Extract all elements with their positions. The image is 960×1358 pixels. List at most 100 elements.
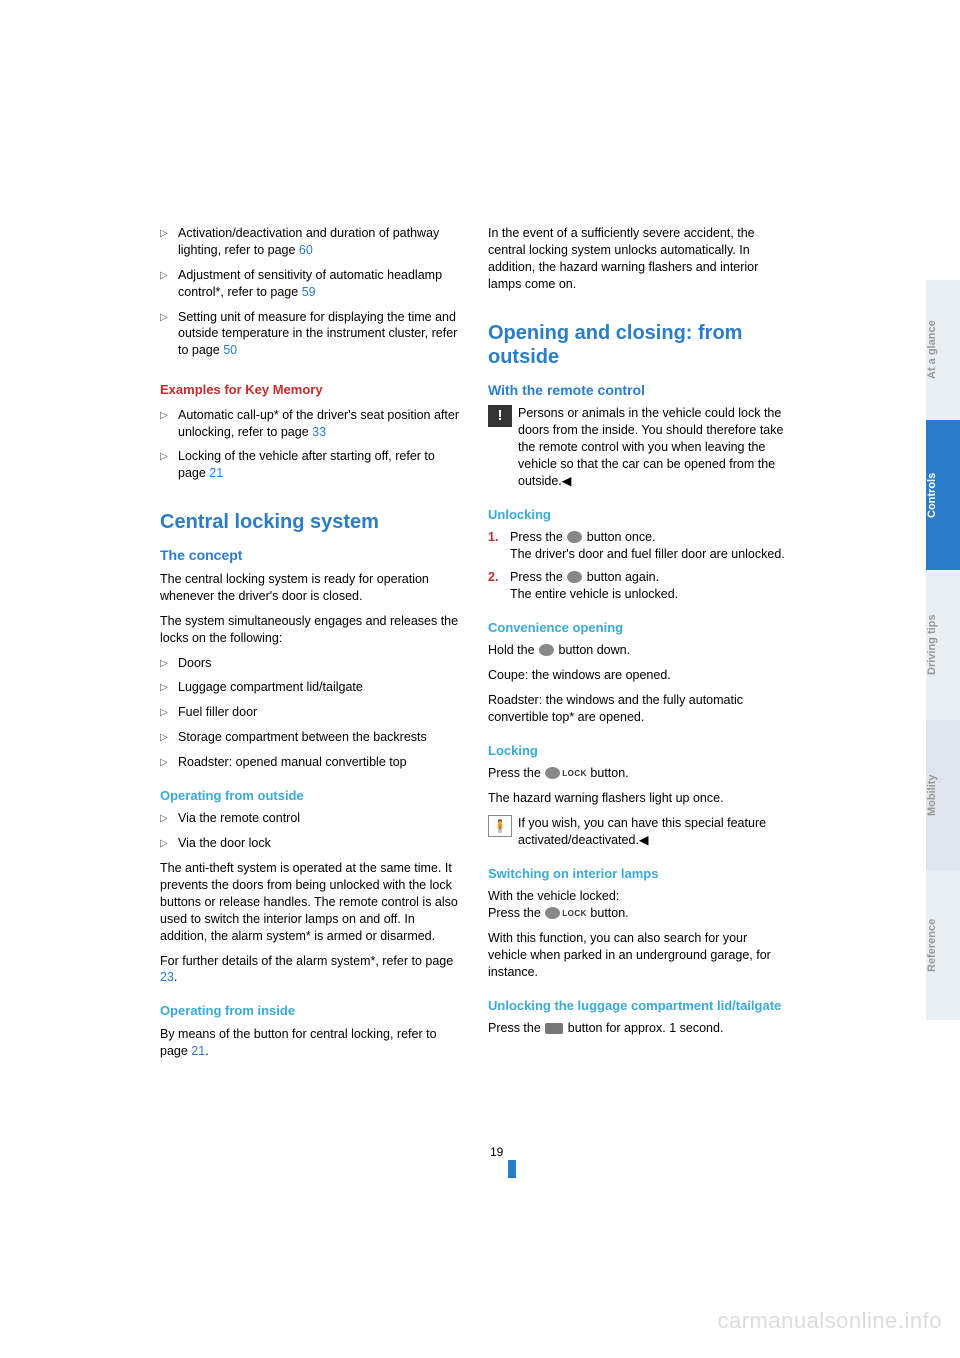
- bullet-text: Activation/deactivation and duration of …: [178, 225, 460, 259]
- paragraph: The system simultaneously engages and re…: [160, 613, 460, 647]
- page-number: 19: [490, 1145, 503, 1159]
- heading-central-locking: Central locking system: [160, 510, 460, 534]
- text: button.: [587, 766, 629, 780]
- person-icon: 🧍: [488, 815, 512, 837]
- right-column: In the event of a sufficiently severe ac…: [488, 225, 788, 1068]
- text: Roadster: opened manual convertible top: [178, 754, 460, 771]
- paragraph: With the vehicle locked:: [488, 888, 788, 905]
- paragraph: Roadster: the windows and the fully auto…: [488, 692, 788, 726]
- page-ref[interactable]: 60: [299, 243, 313, 257]
- step-number: 1.: [488, 529, 510, 563]
- paragraph: Press the LOCK button.: [488, 905, 788, 922]
- list-item: ▷Doors: [160, 655, 460, 672]
- section-tabs: At a glance Controls Driving tips Mobili…: [926, 280, 960, 1020]
- warning-text: Persons or animals in the vehicle could …: [518, 405, 788, 489]
- list-item: ▷Storage compartment between the backres…: [160, 729, 460, 746]
- bullet-text: Adjustment of sensitivity of automatic h…: [178, 267, 460, 301]
- text: Hold the: [488, 643, 538, 657]
- tab-reference[interactable]: Reference: [926, 870, 960, 1020]
- page-ref[interactable]: 59: [302, 285, 316, 299]
- bullet-icon: ▷: [160, 407, 178, 441]
- text: Press the: [488, 1021, 544, 1035]
- paragraph: Coupe: the windows are opened.: [488, 667, 788, 684]
- text: button again.: [583, 570, 659, 584]
- trunk-button-icon: [545, 1023, 563, 1034]
- heading-luggage-lid: Unlocking the luggage compartment lid/ta…: [488, 997, 788, 1015]
- page-ref[interactable]: 21: [209, 466, 223, 480]
- lock-label: LOCK: [562, 769, 587, 778]
- text: button.: [587, 906, 629, 920]
- heading-interior-lamps: Switching on interior lamps: [488, 865, 788, 883]
- text: The driver's door and fuel filler door a…: [510, 547, 785, 561]
- tab-driving-tips[interactable]: Driving tips: [926, 570, 960, 720]
- page-ref[interactable]: 33: [312, 425, 326, 439]
- text: The entire vehicle is unlocked.: [510, 587, 678, 601]
- text: Press the: [488, 766, 544, 780]
- heading-operating-inside: Operating from inside: [160, 1002, 460, 1020]
- left-column: ▷ Activation/deactivation and duration o…: [160, 225, 460, 1068]
- bullet-icon: ▷: [160, 704, 178, 721]
- text: Via the door lock: [178, 835, 460, 852]
- heading-unlocking: Unlocking: [488, 506, 788, 524]
- text: Fuel filler door: [178, 704, 460, 721]
- bullet-text: Setting unit of measure for displaying t…: [178, 309, 460, 360]
- tab-controls[interactable]: Controls: [926, 420, 960, 570]
- bullet-text: Locking of the vehicle after starting of…: [178, 448, 460, 482]
- paragraph: Hold the button down.: [488, 642, 788, 659]
- bullet-icon: ▷: [160, 729, 178, 746]
- heading-operating-outside: Operating from outside: [160, 787, 460, 805]
- list-item: ▷ Automatic call-up* of the driver's sea…: [160, 407, 460, 441]
- list-item: ▷Luggage compartment lid/tailgate: [160, 679, 460, 696]
- heading-examples-key-memory: Examples for Key Memory: [160, 381, 460, 399]
- bullet-icon: ▷: [160, 309, 178, 360]
- list-item: ▷Fuel filler door: [160, 704, 460, 721]
- paragraph: Press the button for approx. 1 second.: [488, 1020, 788, 1037]
- list-item: ▷Roadster: opened manual convertible top: [160, 754, 460, 771]
- text: .: [174, 970, 177, 984]
- page-ref[interactable]: 23: [160, 970, 174, 984]
- text: button for approx. 1 second.: [564, 1021, 723, 1035]
- page-ref[interactable]: 21: [191, 1044, 205, 1058]
- bullet-icon: ▷: [160, 810, 178, 827]
- text: For further details of the alarm system*…: [160, 954, 453, 968]
- step-text: Press the button again. The entire vehic…: [510, 569, 788, 603]
- tab-mobility[interactable]: Mobility: [926, 720, 960, 870]
- text: Doors: [178, 655, 460, 672]
- heading-the-concept: The concept: [160, 546, 460, 565]
- unlock-button-icon: [567, 571, 582, 583]
- bullet-icon: ▷: [160, 754, 178, 771]
- feature-note: 🧍 If you wish, you can have this special…: [488, 815, 788, 849]
- unlock-button-icon: [567, 531, 582, 543]
- text: Press the: [488, 906, 544, 920]
- tab-at-a-glance[interactable]: At a glance: [926, 280, 960, 420]
- list-item: ▷ Setting unit of measure for displaying…: [160, 309, 460, 360]
- heading-opening-closing: Opening and closing: from outside: [488, 321, 788, 369]
- list-item: ▷ Activation/deactivation and duration o…: [160, 225, 460, 259]
- warning-icon: !: [488, 405, 512, 427]
- list-item: ▷Via the remote control: [160, 810, 460, 827]
- bullet-icon: ▷: [160, 267, 178, 301]
- watermark: carmanualsonline.info: [717, 1308, 942, 1334]
- warning-note: ! Persons or animals in the vehicle coul…: [488, 405, 788, 489]
- text: button down.: [555, 643, 630, 657]
- text: .: [205, 1044, 208, 1058]
- page-ref[interactable]: 50: [223, 343, 237, 357]
- text: Via the remote control: [178, 810, 460, 827]
- lock-button-icon: [545, 907, 560, 919]
- list-item: ▷ Locking of the vehicle after starting …: [160, 448, 460, 482]
- unlock-button-icon: [539, 644, 554, 656]
- page-content: ▷ Activation/deactivation and duration o…: [160, 225, 840, 1068]
- bullet-icon: ▷: [160, 225, 178, 259]
- step-item: 2. Press the button again. The entire ve…: [488, 569, 788, 603]
- paragraph: The hazard warning flashers light up onc…: [488, 790, 788, 807]
- paragraph: In the event of a sufficiently severe ac…: [488, 225, 788, 293]
- paragraph: The anti-theft system is operated at the…: [160, 860, 460, 944]
- bullet-text: Automatic call-up* of the driver's seat …: [178, 407, 460, 441]
- lock-button-icon: [545, 767, 560, 779]
- heading-remote-control: With the remote control: [488, 381, 788, 400]
- text: Setting unit of measure for displaying t…: [178, 310, 457, 358]
- paragraph: By means of the button for central locki…: [160, 1026, 460, 1060]
- heading-convenience-opening: Convenience opening: [488, 619, 788, 637]
- list-item: ▷ Adjustment of sensitivity of automatic…: [160, 267, 460, 301]
- step-item: 1. Press the button once. The driver's d…: [488, 529, 788, 563]
